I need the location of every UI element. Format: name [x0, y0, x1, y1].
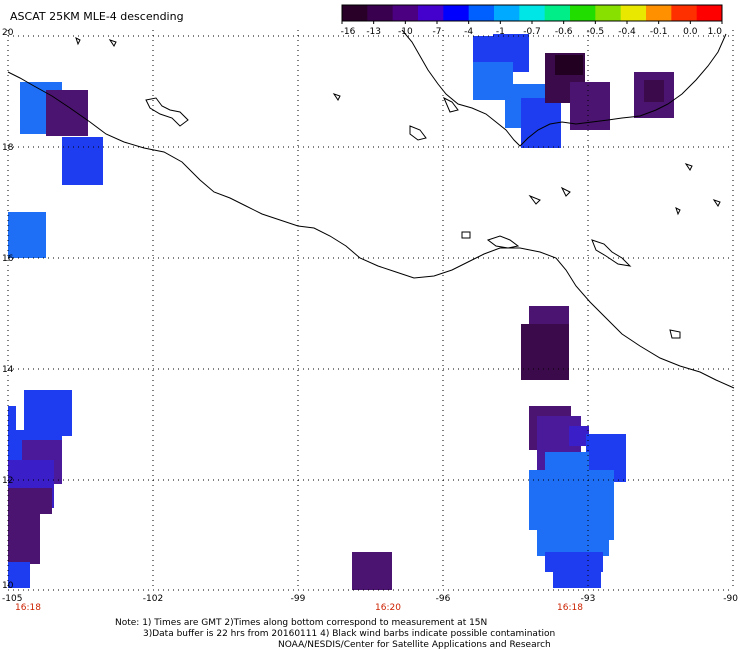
coastline-lake — [712, 199, 721, 207]
data-cell — [545, 452, 589, 482]
data-cell — [46, 90, 88, 136]
data-cell — [644, 80, 664, 102]
coastline-lake — [560, 186, 571, 197]
map-title: ASCAT 25KM MLE-4 descending — [10, 10, 184, 23]
colorbar-segment — [392, 5, 419, 21]
lat-tick-label: 20 — [2, 28, 14, 38]
coastline-lake — [684, 163, 693, 171]
coastline-lake — [669, 329, 681, 339]
lon-tick-label: -102 — [143, 594, 163, 604]
latitude-labels: 20 18 16 14 12 10 — [2, 28, 14, 591]
colorbar-tick-label: -13 — [366, 27, 381, 37]
colorbar-tick-label: -0.6 — [555, 27, 573, 37]
coastline-pacific — [7, 71, 735, 389]
coastline-lake — [145, 97, 189, 127]
data-cell — [570, 82, 610, 130]
data-cell — [555, 55, 583, 75]
time-label: 16:20 — [375, 603, 401, 613]
lat-tick-label: 12 — [2, 476, 13, 486]
colorbar-tick-label: -1 — [496, 27, 505, 37]
colorbar-segments — [342, 5, 723, 21]
colorbar-tick-label: -16 — [341, 27, 356, 37]
colorbar-segment — [443, 5, 470, 21]
time-labels: 16:18 16:20 16:18 — [15, 603, 583, 613]
colorbar-tick-label: -0.4 — [618, 27, 636, 37]
lon-tick-label: -93 — [581, 594, 596, 604]
time-label: 16:18 — [557, 603, 583, 613]
lat-tick-label: 16 — [2, 254, 14, 264]
colorbar-tick-label: -7 — [433, 27, 442, 37]
colorbar-tick-label: -4 — [464, 27, 473, 37]
coastline-lake — [443, 96, 459, 113]
colorbar-segment — [494, 5, 520, 21]
colorbar-segment — [620, 5, 647, 21]
coastline-lake — [528, 194, 541, 205]
coastline-lake — [486, 235, 520, 249]
coastline-lake — [332, 93, 341, 101]
colorbar-tick-label: 0.0 — [683, 27, 698, 37]
data-cell — [8, 406, 16, 446]
data-cell — [8, 212, 46, 258]
data-cell — [545, 552, 603, 572]
lon-tick-label: -90 — [723, 594, 738, 604]
credit-line: NOAA/NESDIS/Center for Satellite Applica… — [278, 640, 551, 650]
coastline-lake — [409, 125, 427, 141]
wind-data-swaths — [8, 34, 674, 590]
data-cell — [62, 137, 103, 185]
lon-tick-label: -96 — [436, 594, 451, 604]
colorbar-segment — [696, 5, 723, 21]
coastline-lake — [591, 239, 632, 267]
colorbar-segment — [418, 5, 444, 21]
colorbar-tick-label: -0.1 — [650, 27, 668, 37]
colorbar-tick-label: -0.7 — [523, 27, 541, 37]
colorbar-segment — [544, 5, 571, 21]
data-cell — [537, 526, 609, 556]
note-line-2: 3)Data buffer is 22 hrs from 20160111 4)… — [143, 629, 555, 639]
colorbar-segment — [367, 5, 394, 21]
colorbar-segment — [646, 5, 672, 21]
note-line-1: Note: 1) Times are GMT 2)Times along bot… — [115, 618, 487, 628]
lon-tick-label: -99 — [291, 594, 306, 604]
time-label: 16:18 — [15, 603, 41, 613]
data-cell — [352, 552, 392, 590]
colorbar-segment — [519, 5, 546, 21]
coastline-lake — [108, 39, 117, 47]
lat-tick-label: 14 — [2, 365, 14, 375]
colorbar-segment — [671, 5, 698, 21]
graticule — [7, 30, 734, 591]
footer-notes: Note: 1) Times are GMT 2)Times along bot… — [115, 618, 555, 650]
data-cell — [24, 390, 72, 436]
lon-tick-label: -105 — [2, 594, 22, 604]
data-cell — [521, 324, 569, 380]
colorbar-tick-label: -10 — [398, 27, 413, 37]
colorbar: -16 -13 -10 -7 -4 -1 -0.7 -0.6 -0.5 -0.4 -0.1 0.0 1.… — [341, 4, 723, 37]
coastline-lake — [675, 207, 681, 216]
coastline-lake — [75, 37, 81, 46]
lat-tick-label: 18 — [2, 143, 14, 153]
data-cell — [553, 568, 601, 588]
data-cell — [8, 562, 30, 588]
colorbar-tick-label: 1.0 — [708, 27, 723, 37]
colorbar-tick-label: -0.5 — [587, 27, 605, 37]
lat-tick-label: 10 — [2, 581, 14, 591]
coastlines — [7, 29, 735, 389]
colorbar-segment — [595, 5, 622, 21]
colorbar-ticks: -16 -13 -10 -7 -4 -1 -0.7 -0.6 -0.5 -0.4 -0.1 0.0 1.… — [341, 21, 723, 37]
colorbar-segment — [468, 5, 495, 21]
longitude-labels: -105 -102 -99 -96 -93 -90 — [2, 594, 738, 604]
colorbar-segment — [342, 5, 368, 21]
coastline-lake — [461, 231, 471, 239]
data-cell — [569, 426, 589, 446]
colorbar-segment — [570, 5, 596, 21]
data-cell — [8, 508, 40, 564]
